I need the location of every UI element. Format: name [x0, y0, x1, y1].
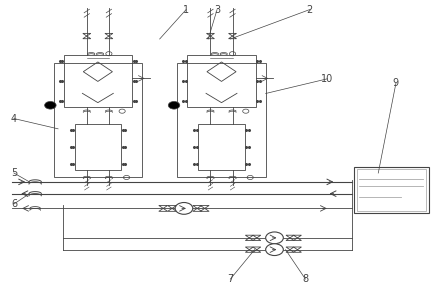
Circle shape [45, 102, 56, 109]
Bar [187, 55, 256, 107]
Bar [354, 167, 429, 213]
Circle shape [266, 244, 284, 255]
Text: 2: 2 [307, 4, 313, 15]
Text: 3: 3 [214, 4, 220, 15]
Bar [75, 124, 121, 170]
Text: 8: 8 [302, 274, 308, 284]
Text: 1: 1 [183, 4, 189, 15]
Circle shape [168, 102, 180, 109]
Circle shape [175, 202, 193, 214]
Text: 9: 9 [393, 78, 399, 88]
Bar [177, 62, 266, 178]
Text: 10: 10 [321, 74, 334, 84]
Bar [198, 124, 245, 170]
Text: 5: 5 [11, 168, 17, 178]
Bar [54, 62, 142, 178]
Text: 4: 4 [11, 114, 17, 123]
Text: 6: 6 [11, 199, 17, 209]
Bar [64, 55, 132, 107]
Text: 7: 7 [227, 274, 233, 284]
Bar [357, 169, 427, 211]
Circle shape [266, 232, 284, 244]
